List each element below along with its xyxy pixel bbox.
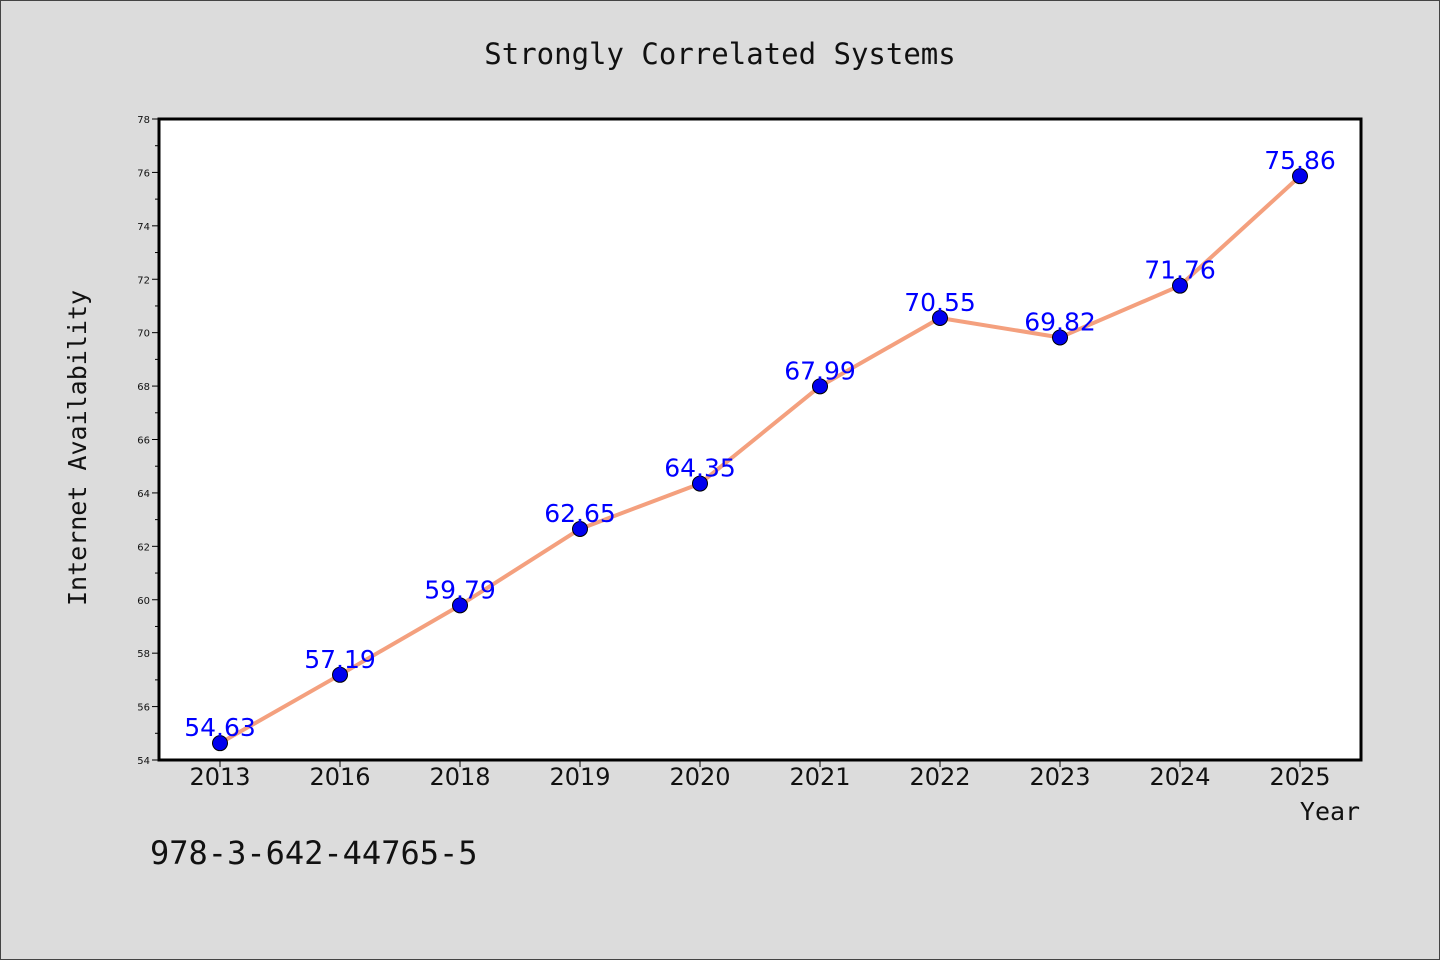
y-axis-ticks: 54 56 58 60 62 64 66 68 70 72 74 76 78: [137, 115, 159, 767]
data-labels-group: 54.63 57.19 59.79 62.65 64.35 67.99 70.55 69.82…: [184, 146, 1336, 742]
data-point-label: 59.79: [424, 575, 496, 604]
y-tick-label: 54: [137, 756, 150, 767]
data-point-marker: [1172, 277, 1188, 294]
x-axis-ticks: 2013 2016 2018 2019 2020 2021 2022 2023 2024 2025: [189, 760, 1331, 791]
x-tick-label: 2023: [1029, 763, 1090, 791]
x-tick-label: 2016: [309, 763, 370, 791]
series-line: [218, 174, 1302, 746]
data-point-marker: [1052, 329, 1068, 346]
y-tick-label: 58: [137, 649, 150, 660]
data-point-marker: [812, 378, 828, 395]
y-tick-label: 72: [137, 275, 150, 286]
y-tick-label: 56: [137, 703, 150, 714]
x-tick-label: 2021: [789, 763, 850, 791]
x-tick-label: 2024: [1149, 763, 1210, 791]
data-point-label: 62.65: [544, 499, 616, 528]
x-tick-label: 2013: [189, 763, 250, 791]
data-point-label: 69.82: [1024, 307, 1096, 336]
data-point-label: 57.19: [304, 645, 376, 674]
data-point-label: 71.76: [1144, 256, 1216, 285]
data-point-label: 64.35: [664, 454, 736, 483]
data-point-label: 54.63: [184, 713, 256, 742]
y-tick-label: 78: [137, 115, 150, 126]
isbn-text: 978-3-642-44765-5: [150, 834, 478, 872]
plot-area: [157, 117, 1363, 762]
data-point-marker: [932, 309, 948, 326]
data-point-marker: [332, 666, 348, 683]
data-point-marker: [452, 597, 468, 614]
data-point-marker: [1292, 168, 1308, 185]
y-tick-label: 66: [137, 436, 150, 447]
data-point-label: 75.86: [1264, 146, 1336, 175]
x-tick-label: 2022: [909, 763, 970, 791]
y-tick-label: 74: [137, 222, 150, 233]
data-point-label: 67.99: [784, 356, 856, 385]
x-tick-label: 2020: [669, 763, 730, 791]
data-point-label: 70.55: [904, 288, 976, 317]
y-tick-label: 64: [137, 489, 150, 500]
y-tick-label: 70: [137, 329, 150, 340]
markers-group: [212, 168, 1308, 752]
data-point-marker: [212, 735, 228, 752]
data-point-marker: [572, 520, 588, 537]
series-line-group: [218, 174, 1302, 746]
y-tick-label: 60: [137, 596, 150, 607]
y-tick-label: 68: [137, 382, 150, 393]
y-tick-label: 62: [137, 542, 150, 553]
x-axis-label: Year: [1300, 797, 1360, 826]
y-tick-label: 76: [137, 168, 150, 179]
x-tick-label: 2025: [1269, 763, 1330, 791]
x-tick-label: 2018: [429, 763, 490, 791]
x-tick-label: 2019: [549, 763, 610, 791]
data-point-marker: [692, 475, 708, 492]
y-axis-label: Internet Availability: [63, 290, 92, 606]
chart-title: Strongly Correlated Systems: [484, 37, 955, 71]
